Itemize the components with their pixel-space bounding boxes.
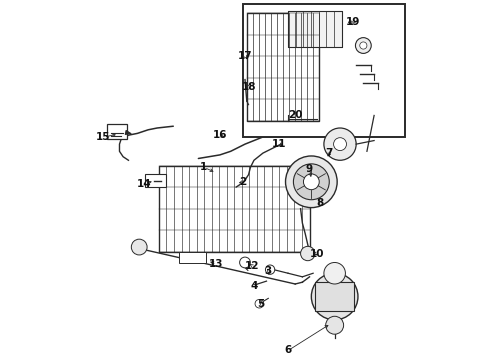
Circle shape — [311, 273, 358, 320]
Bar — [145, 174, 166, 187]
Circle shape — [303, 174, 319, 190]
Circle shape — [240, 257, 250, 268]
Text: 15: 15 — [96, 132, 111, 142]
FancyArrowPatch shape — [125, 130, 131, 135]
Circle shape — [334, 138, 346, 150]
Bar — [107, 124, 126, 139]
Circle shape — [326, 316, 343, 334]
Text: 16: 16 — [213, 130, 227, 140]
Text: 18: 18 — [242, 82, 256, 92]
Circle shape — [324, 262, 345, 284]
Text: 9: 9 — [306, 164, 313, 174]
Text: 12: 12 — [245, 261, 259, 271]
Circle shape — [294, 164, 329, 200]
Circle shape — [255, 300, 264, 308]
Text: 1: 1 — [200, 162, 207, 172]
Bar — [243, 4, 405, 137]
Circle shape — [286, 156, 337, 208]
Bar — [179, 252, 205, 263]
Text: 11: 11 — [272, 139, 286, 149]
Text: 6: 6 — [284, 345, 292, 355]
Bar — [159, 166, 310, 252]
Text: 17: 17 — [238, 51, 252, 61]
Text: 8: 8 — [317, 198, 324, 208]
Text: 4: 4 — [250, 281, 258, 291]
Text: 5: 5 — [258, 299, 265, 309]
Circle shape — [131, 239, 147, 255]
Bar — [247, 13, 318, 121]
Text: 2: 2 — [240, 177, 247, 187]
Text: 19: 19 — [345, 17, 360, 27]
Text: 10: 10 — [310, 248, 324, 258]
Text: 13: 13 — [209, 259, 223, 269]
Circle shape — [300, 246, 315, 261]
Circle shape — [324, 128, 356, 160]
Text: 20: 20 — [288, 111, 302, 121]
Bar — [288, 12, 342, 47]
Circle shape — [360, 42, 367, 49]
Text: 7: 7 — [325, 148, 333, 158]
Text: 3: 3 — [265, 266, 272, 276]
Bar — [315, 282, 354, 311]
Circle shape — [355, 38, 371, 53]
Circle shape — [266, 265, 275, 274]
Text: 14: 14 — [137, 179, 152, 189]
